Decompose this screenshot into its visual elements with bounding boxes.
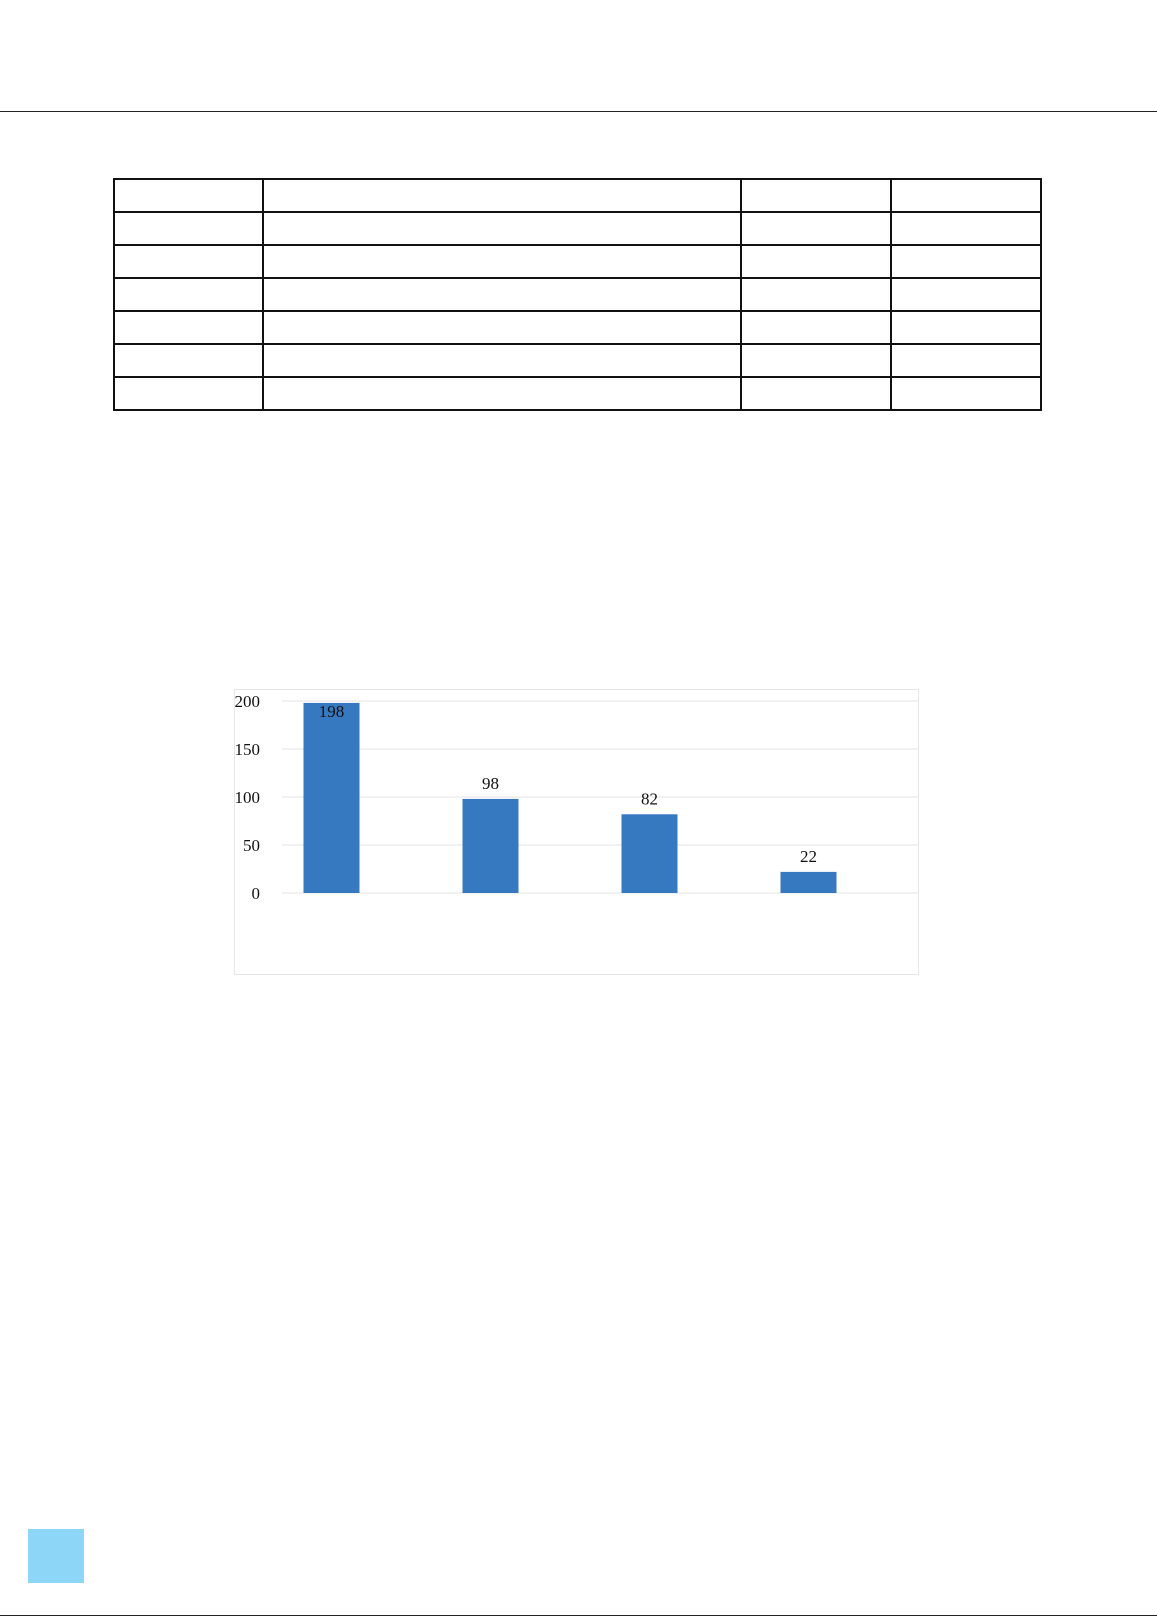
table-cell bbox=[112, 277, 265, 312]
bar bbox=[462, 798, 519, 893]
y-tick-label: 50 bbox=[243, 836, 260, 855]
table-cell bbox=[112, 343, 265, 378]
table-row bbox=[112, 277, 1043, 312]
table-cell bbox=[740, 376, 892, 411]
table-cell bbox=[889, 310, 1043, 345]
table-cell bbox=[112, 211, 265, 246]
data-label: 98 bbox=[482, 774, 499, 793]
table-row bbox=[112, 244, 1043, 279]
table-cell bbox=[262, 376, 743, 411]
bar bbox=[621, 814, 678, 893]
table-cell bbox=[740, 211, 892, 246]
table-cell bbox=[889, 244, 1043, 279]
table-cell bbox=[112, 178, 265, 213]
y-tick-label: 100 bbox=[235, 788, 261, 807]
table-cell bbox=[740, 343, 892, 378]
table-row bbox=[112, 178, 1043, 213]
table-cell bbox=[889, 211, 1043, 246]
bar-chart: 0 50 100 150 200 198 98 82 22 bbox=[234, 689, 919, 975]
table-cell bbox=[740, 277, 892, 312]
bar bbox=[303, 702, 360, 893]
table-cell bbox=[889, 178, 1043, 213]
table-cell bbox=[740, 244, 892, 279]
table-cell bbox=[262, 277, 743, 312]
table-cell bbox=[262, 310, 743, 345]
table-cell bbox=[262, 211, 743, 246]
table-cell bbox=[112, 310, 265, 345]
bar bbox=[780, 871, 837, 893]
table-cell bbox=[262, 244, 743, 279]
empty-table bbox=[112, 178, 1043, 411]
page-corner-square bbox=[28, 1529, 84, 1583]
data-label: 198 bbox=[319, 702, 345, 721]
table-cell bbox=[889, 376, 1043, 411]
table-row bbox=[112, 343, 1043, 378]
table-row bbox=[112, 310, 1043, 345]
y-tick-label: 200 bbox=[235, 692, 261, 711]
table-cell bbox=[740, 310, 892, 345]
table-cell bbox=[740, 178, 892, 213]
table-row bbox=[112, 211, 1043, 246]
y-tick-label: 150 bbox=[235, 740, 261, 759]
footer-rule bbox=[0, 1615, 1157, 1616]
table-row bbox=[112, 376, 1043, 411]
data-label: 22 bbox=[800, 847, 817, 866]
table-cell bbox=[889, 277, 1043, 312]
header-rule bbox=[0, 111, 1157, 112]
data-label: 82 bbox=[641, 789, 658, 808]
table-cell bbox=[262, 343, 743, 378]
table-cell bbox=[112, 376, 265, 411]
y-tick-label: 0 bbox=[252, 884, 261, 903]
table-cell bbox=[262, 178, 743, 213]
table-cell bbox=[112, 244, 265, 279]
table-cell bbox=[889, 343, 1043, 378]
